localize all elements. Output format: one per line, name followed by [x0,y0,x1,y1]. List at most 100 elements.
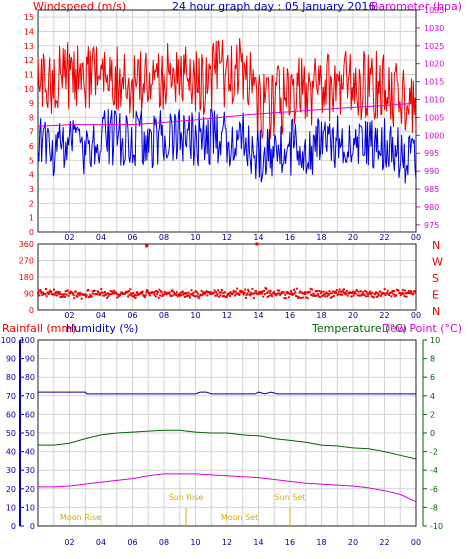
direction-point [329,292,332,295]
direction-point [292,288,295,291]
direction-point [234,290,237,293]
direction-point [185,291,188,294]
direction-point [218,295,220,298]
direction-point [270,293,273,296]
direction-point [67,294,70,297]
rainfall-tick-label: 70 [6,392,16,401]
direction-point [285,291,288,293]
direction-point [276,289,279,292]
direction-point [290,290,292,293]
direction-point [359,294,361,297]
direction-point [106,296,109,299]
direction-point [365,290,368,293]
direction-point [133,295,135,298]
temperature-tick-label: 8 [430,355,435,364]
direction-point [340,290,343,293]
direction-point [171,289,174,292]
direction-point [176,295,179,298]
direction-point [156,291,159,293]
direction-point [280,292,283,295]
humidity-axis-label: Humidity (%) [66,322,138,335]
degree-tick-label: 0 [29,306,34,315]
direction-point [330,292,333,295]
direction-point [244,296,247,299]
direction-point [359,290,362,293]
direction-point [231,292,234,295]
direction-point [79,293,82,296]
temperature-tick-label: -2 [430,448,438,457]
barometer-tick-labels: 975 980 985 990 995 1000 1005 1010 1015 1020 1025 1… [424,6,444,230]
humidity-tick-label: 30 [25,466,35,475]
direction-point [322,290,325,293]
direction-point [191,294,194,297]
direction-point [301,292,304,295]
direction-point [366,292,369,295]
hour-tick-label: 18 [316,311,326,320]
direction-point [260,290,263,293]
hour-tick-label: 12 [222,233,232,242]
barometer-tick-label: 1035 [424,6,444,15]
dewpoint-series-line [38,473,417,503]
barometer-series-line [37,102,417,127]
rainfall-tick-label: 40 [6,448,16,457]
hour-tick-label: 16 [285,538,295,547]
direction-point [37,290,40,293]
direction-point [242,293,245,296]
direction-point [260,292,263,295]
direction-point [103,294,106,297]
event-label: Moon Set [221,513,258,522]
direction-point [314,295,316,297]
direction-point [206,294,209,297]
direction-point [55,290,58,293]
temperature-tick-label: -10 [430,522,443,531]
direction-point [294,290,297,293]
direction-point [405,295,408,298]
direction-point [273,290,276,293]
direction-point [190,289,193,292]
direction-point [188,296,191,299]
gust-series-line [37,38,417,140]
direction-point [380,294,383,297]
direction-point [364,295,367,298]
direction-point [85,295,87,298]
direction-point [113,289,116,292]
direction-point [392,293,395,296]
direction-point [227,293,230,296]
direction-point [268,292,271,295]
direction-point [258,290,261,293]
direction-point [245,294,248,297]
windspeed-tick-label: 2 [29,199,34,208]
direction-point [218,291,221,294]
direction-point [311,294,314,297]
humidity-tick-label: 10 [25,503,35,512]
windspeed-tick-label: 7 [29,128,34,137]
windspeed-tick-label: 15 [24,13,34,22]
direction-point [41,294,44,297]
direction-point [191,292,194,295]
direction-point [180,294,183,297]
direction-point [135,294,138,297]
direction-point [346,294,349,297]
windspeed-tick-label: 11 [24,70,34,79]
direction-point [403,295,406,298]
humidity-tick-labels: 0 0 10 10 20 20 30 30 40 40 50 50 60 60 70 70 80 80 90 90 10… [1,336,35,531]
direction-point [306,297,309,300]
hour-tick-label: 18 [316,538,326,547]
windspeed-tick-label: 4 [29,171,34,180]
direction-point [354,292,357,295]
hour-tick-label: 02 [64,311,74,320]
direction-point [163,290,166,293]
wind-panel-series [37,38,417,184]
direction-point [157,296,160,299]
direction-point [137,294,140,296]
wind-panel-hour-labels: 02 04 06 08 10 12 14 16 18 20 22 00 [64,233,421,242]
direction-point [53,288,55,291]
direction-point [236,287,239,290]
direction-point [252,297,255,300]
direction-point [329,296,332,299]
barometer-tick-label: 995 [424,149,439,158]
direction-point [38,294,41,297]
direction-point [130,292,132,295]
rainfall-tick-label: 0 [11,522,16,531]
direction-point [189,293,192,296]
